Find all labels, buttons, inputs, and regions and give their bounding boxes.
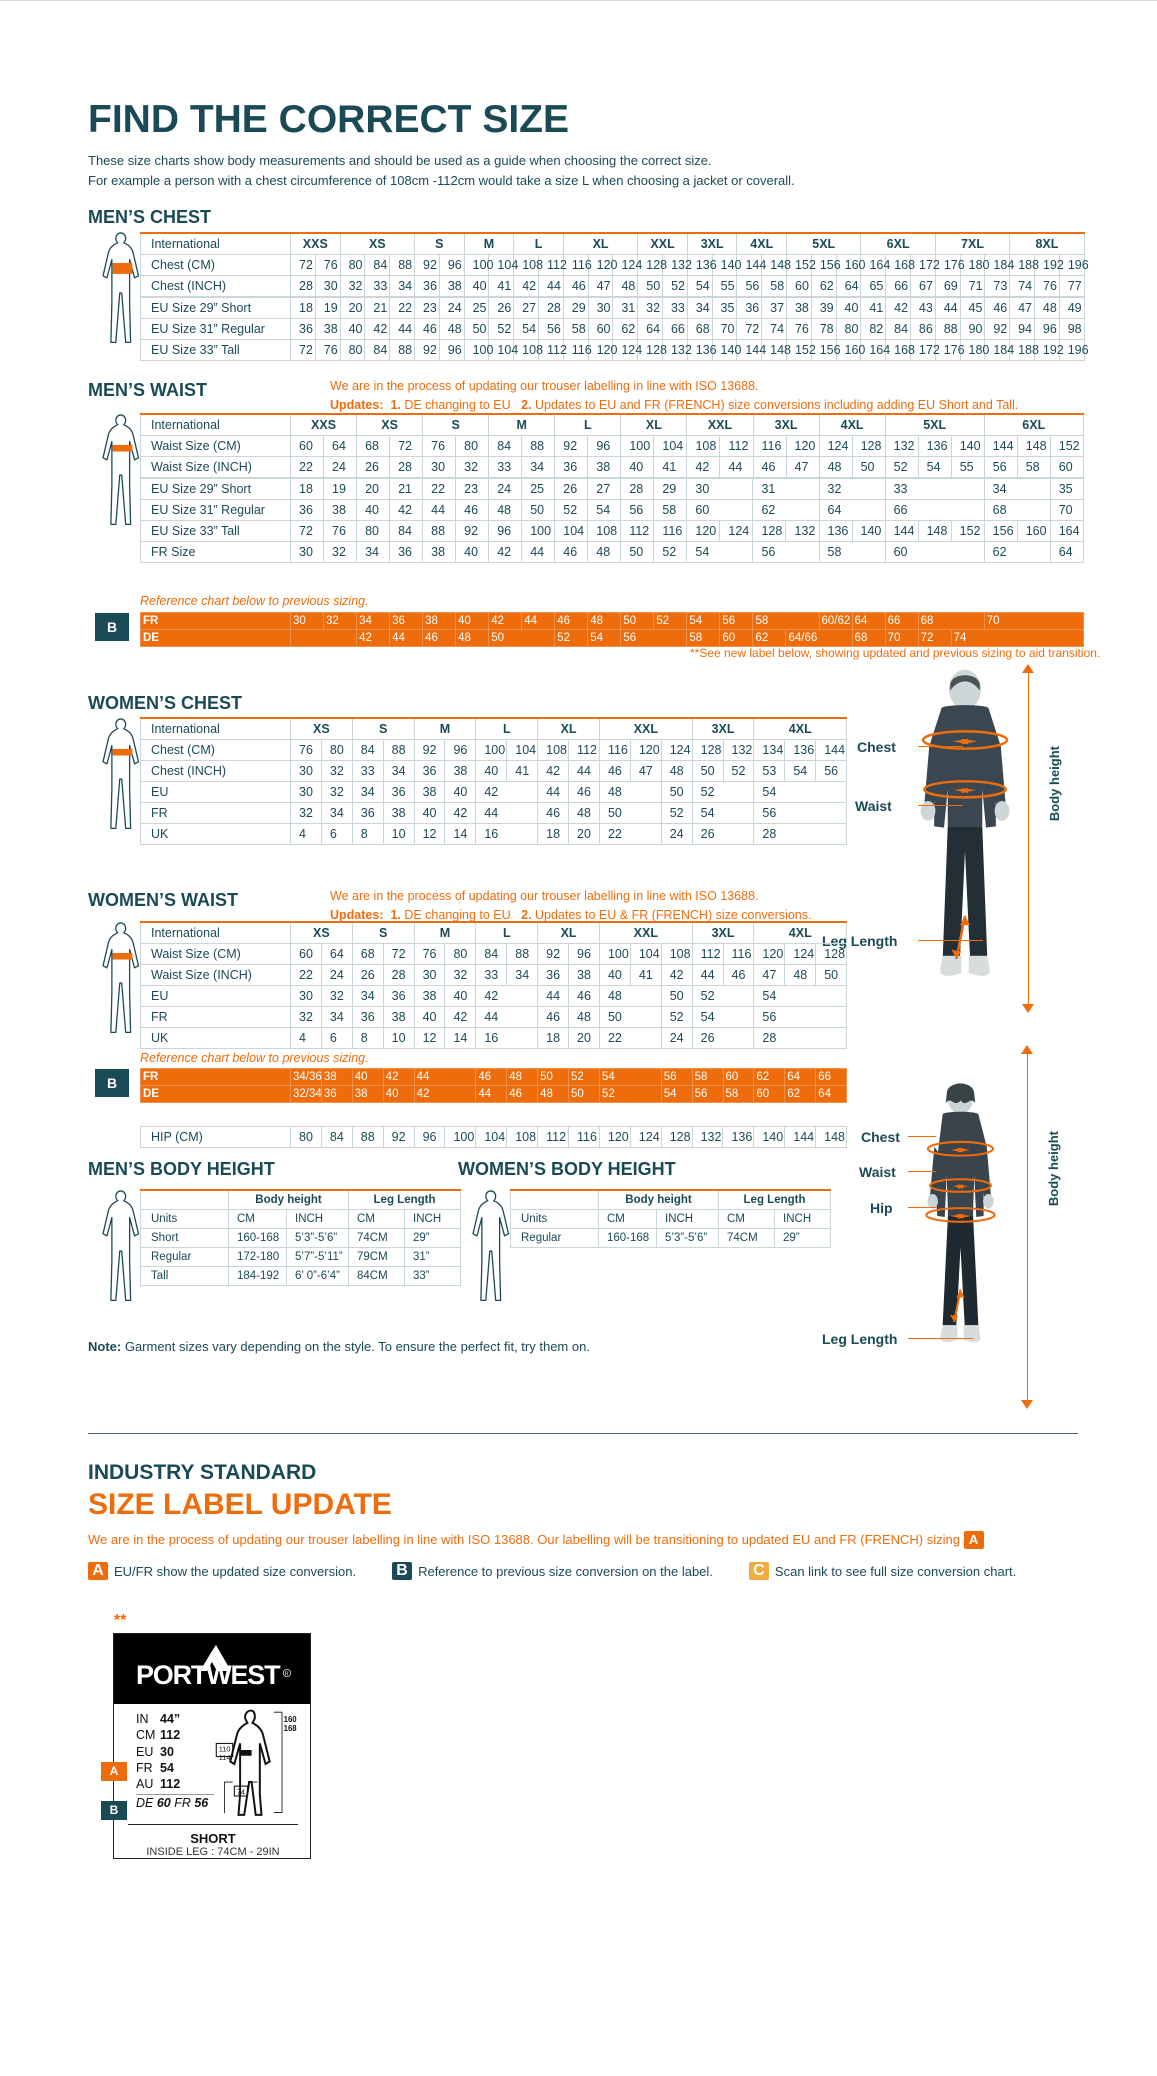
svg-text:114: 114 [219,1753,231,1762]
svg-text:168: 168 [284,1724,298,1733]
svg-text:160: 160 [284,1715,298,1724]
svg-text:R: R [284,1671,288,1677]
svg-text:74: 74 [237,1787,245,1796]
